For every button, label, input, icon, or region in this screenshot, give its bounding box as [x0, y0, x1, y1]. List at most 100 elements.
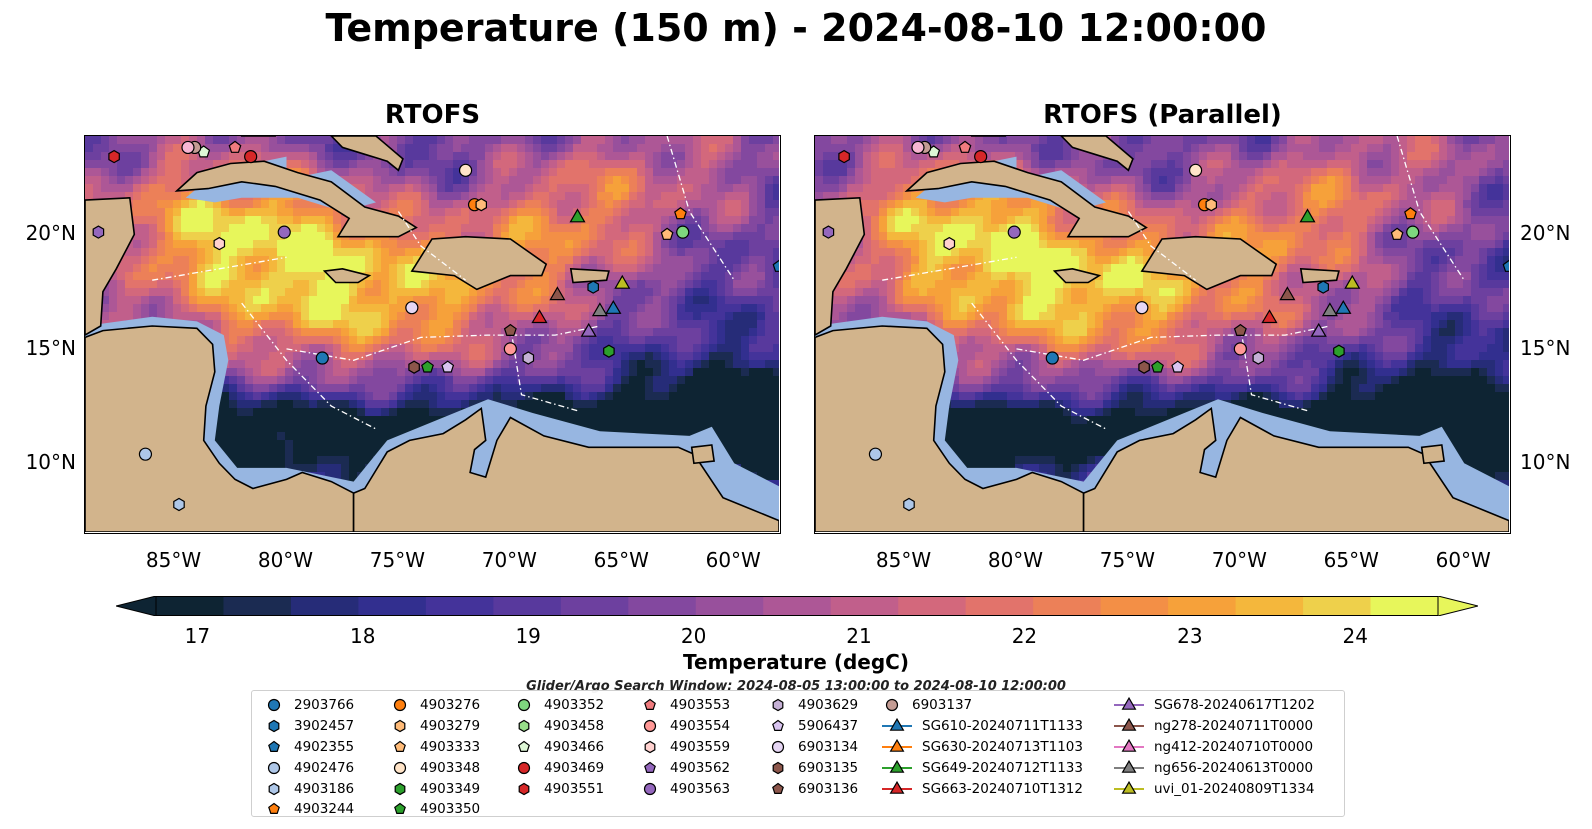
legend-item[interactable]: 4902355	[264, 737, 354, 758]
platform-marker-4903348-rtofs-parallel[interactable]	[1188, 163, 1203, 177]
platform-marker-3902457-rtofs-parallel[interactable]	[1317, 280, 1330, 294]
platform-marker-4903350-rtofs-parallel[interactable]	[1151, 360, 1164, 373]
platform-marker-ng278-20240711T0000-rtofs-parallel[interactable]	[1279, 286, 1296, 301]
platform-marker-4903279-rtofs-parallel[interactable]	[1205, 198, 1217, 212]
platform-marker-6903136-rtofs[interactable]	[503, 323, 517, 336]
platform-marker-3902457-rtofs[interactable]	[587, 280, 600, 294]
legend-item[interactable]: 4903279	[390, 716, 480, 737]
platform-marker-4903349-rtofs-parallel[interactable]	[1333, 344, 1345, 358]
map-panel-rtofs-parallel[interactable]	[814, 135, 1511, 534]
legend-item[interactable]: ng278-20240711T0000	[1114, 716, 1315, 737]
legend-item[interactable]: 4903333	[390, 737, 480, 758]
platform-marker-4903553-rtofs[interactable]	[228, 140, 242, 153]
platform-marker-SG610-20240711T1133-rtofs-parallel[interactable]	[1335, 300, 1352, 314]
legend-item[interactable]: 4903352	[514, 695, 604, 716]
legend-item[interactable]: 4903629	[768, 695, 858, 716]
platform-marker-uvi_01-20240809T1334-rtofs[interactable]	[614, 274, 631, 289]
platform-marker-6903135-rtofs-parallel[interactable]	[1138, 360, 1150, 374]
platform-marker-4903563-b-rtofs-parallel[interactable]	[822, 225, 835, 239]
platform-marker-4903554-rtofs[interactable]	[503, 342, 517, 356]
platform-marker-4903349-rtofs[interactable]	[603, 344, 615, 358]
platform-marker-4903563-rtofs-parallel[interactable]	[1007, 225, 1021, 239]
platform-marker-4903352-rtofs-parallel[interactable]	[1406, 225, 1420, 239]
platform-marker-2903766-rtofs[interactable]	[315, 351, 329, 365]
legend-item[interactable]: 4903244	[264, 799, 354, 820]
legend-item[interactable]: ng656-20240613T0000	[1114, 757, 1315, 778]
platform-marker-4903562-rtofs-parallel[interactable]	[1171, 360, 1185, 373]
legend-item[interactable]: 4903466	[514, 737, 604, 758]
legend-item[interactable]: 4903458	[514, 716, 604, 737]
platform-marker-4903629-rtofs-parallel[interactable]	[1252, 351, 1265, 365]
legend-item[interactable]: SG610-20240711T1133	[882, 716, 1083, 737]
legend-item[interactable]: 4903186	[264, 778, 354, 799]
platform-marker-4902476-b-rtofs-parallel[interactable]	[911, 140, 925, 155]
platform-marker-ng278-20240711T0000-rtofs[interactable]	[549, 286, 566, 301]
platform-marker-4903469-rtofs[interactable]	[244, 150, 258, 164]
legend-item[interactable]: 4903469	[514, 757, 604, 778]
legend-item[interactable]: 4903276	[390, 695, 480, 716]
platform-marker-4903562-rtofs[interactable]	[441, 360, 455, 373]
legend-item[interactable]: 4903553	[640, 695, 730, 716]
legend-item[interactable]: 5906437	[768, 716, 858, 737]
platform-marker-4903551-rtofs-parallel[interactable]	[838, 149, 850, 164]
platform-marker-4903563-b-rtofs[interactable]	[92, 225, 105, 239]
platform-marker-SG678-20240617T1202-rtofs[interactable]	[580, 322, 597, 337]
platform-marker-2903766-rtofs-parallel[interactable]	[1045, 351, 1059, 365]
legend-item[interactable]: 4903559	[640, 737, 730, 758]
platform-marker-4903186-rtofs-parallel[interactable]	[903, 497, 915, 512]
legend-item[interactable]: SG630-20240713T1103	[882, 737, 1083, 758]
platform-marker-6903135-rtofs[interactable]	[408, 360, 420, 374]
platform-marker-4903551-rtofs[interactable]	[108, 149, 120, 164]
legend-item[interactable]: 2903766	[264, 695, 354, 716]
legend-item[interactable]: 3902457	[264, 716, 354, 737]
platform-marker-6903136-rtofs-parallel[interactable]	[1233, 323, 1247, 336]
platform-marker-ng656-20240613T0000-rtofs[interactable]	[591, 302, 608, 317]
legend-item[interactable]: 4903349	[390, 778, 480, 799]
legend-item[interactable]: 4902476	[264, 757, 354, 778]
platform-marker-6903134-rtofs-parallel[interactable]	[1135, 301, 1149, 315]
legend-item[interactable]: 6903136	[768, 778, 858, 799]
platform-marker-4903244-rtofs-parallel[interactable]	[1404, 207, 1417, 220]
legend-item[interactable]: 6903137	[882, 695, 1083, 716]
platform-marker-4903348-rtofs[interactable]	[458, 163, 473, 177]
platform-marker-4902476-rtofs-parallel[interactable]	[868, 447, 883, 461]
platform-marker-4902476-rtofs[interactable]	[138, 447, 153, 461]
platform-marker-SG649-20240712T1133-rtofs-parallel[interactable]	[1299, 208, 1316, 223]
legend-item[interactable]: SG678-20240617T1202	[1114, 695, 1315, 716]
legend-item[interactable]: SG663-20240710T1312	[882, 778, 1083, 799]
platform-marker-4903333-rtofs[interactable]	[660, 227, 674, 240]
platform-marker-4903352-rtofs[interactable]	[676, 225, 690, 239]
legend-item[interactable]: 4903551	[514, 778, 604, 799]
platform-marker-4903553-rtofs-parallel[interactable]	[958, 140, 972, 153]
platform-marker-4903279-rtofs[interactable]	[475, 198, 487, 212]
legend-item[interactable]: 4903554	[640, 716, 730, 737]
platform-marker-ng656-20240613T0000-rtofs-parallel[interactable]	[1321, 302, 1338, 317]
legend-item[interactable]: 6903134	[768, 737, 858, 758]
platform-marker-SG663-20240710T1312-rtofs-parallel[interactable]	[1261, 309, 1278, 324]
platform-marker-4903559-rtofs[interactable]	[213, 236, 226, 251]
platform-marker-4903563-rtofs[interactable]	[277, 225, 291, 239]
legend-item[interactable]: 4903350	[390, 799, 480, 820]
platform-marker-4903559-rtofs-parallel[interactable]	[943, 236, 956, 251]
platform-marker-4903469-rtofs-parallel[interactable]	[974, 150, 988, 164]
legend-item[interactable]: 4903562	[640, 757, 730, 778]
platform-marker-4903629-rtofs[interactable]	[522, 351, 535, 365]
map-panel-rtofs[interactable]	[84, 135, 781, 534]
platform-marker-4903333-rtofs-parallel[interactable]	[1390, 227, 1404, 240]
platform-marker-4903554-rtofs-parallel[interactable]	[1233, 342, 1247, 356]
platform-marker-4902476-b-rtofs[interactable]	[181, 140, 195, 155]
platform-marker-uvi_01-20240809T1334-rtofs-parallel[interactable]	[1344, 274, 1361, 289]
platform-marker-4903350-rtofs[interactable]	[421, 360, 434, 373]
platform-marker-SG610-20240711T1133-rtofs[interactable]	[605, 300, 622, 314]
legend-item[interactable]: 6903135	[768, 757, 858, 778]
platform-marker-SG649-20240712T1133-rtofs[interactable]	[569, 208, 586, 223]
platform-marker-SG663-20240710T1312-rtofs[interactable]	[531, 309, 548, 324]
platform-marker-SG678-20240617T1202-rtofs-parallel[interactable]	[1310, 322, 1327, 337]
platform-marker-4903186-rtofs[interactable]	[173, 497, 185, 512]
legend-item[interactable]: 4903563	[640, 778, 730, 799]
legend-item[interactable]: SG649-20240712T1133	[882, 757, 1083, 778]
platform-marker-6903134-rtofs[interactable]	[405, 301, 419, 315]
legend-item[interactable]: ng412-20240710T0000	[1114, 737, 1315, 758]
legend-item[interactable]: uvi_01-20240809T1334	[1114, 778, 1315, 799]
platform-marker-4903244-rtofs[interactable]	[674, 207, 687, 220]
